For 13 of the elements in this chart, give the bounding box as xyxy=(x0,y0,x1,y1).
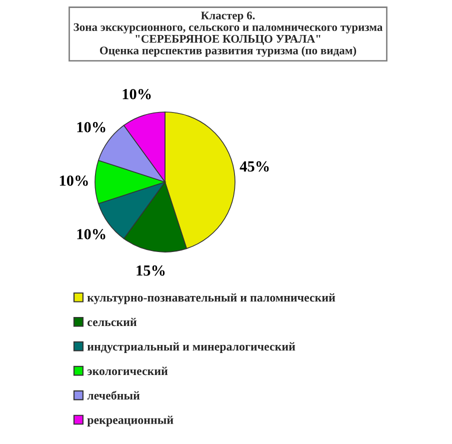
chart-title: Кластер 6. Зона экскурсионного, сельского и паломнического туризма "СЕРЕБРЯНОЕ КОЛЬЦО УРАЛА" Оценка перспектив развития туризма (по видам) xyxy=(74,12,383,57)
data-label: 10% xyxy=(77,229,106,240)
data-label: 10% xyxy=(122,88,151,100)
data-label: 45% xyxy=(240,161,269,172)
data-label: 15% xyxy=(136,265,165,276)
legend-label: индустриальный и минералогический xyxy=(87,342,296,354)
data-label: 10% xyxy=(77,122,106,132)
legend-label: экологический xyxy=(87,366,168,376)
data-label: 10% xyxy=(60,176,88,186)
legend-label: культурно-познавательный и паломнический xyxy=(87,293,336,304)
legend-label: сельский xyxy=(88,318,137,326)
legend-label: лечебный xyxy=(87,390,140,400)
legend-label: рекреационный xyxy=(87,416,174,426)
